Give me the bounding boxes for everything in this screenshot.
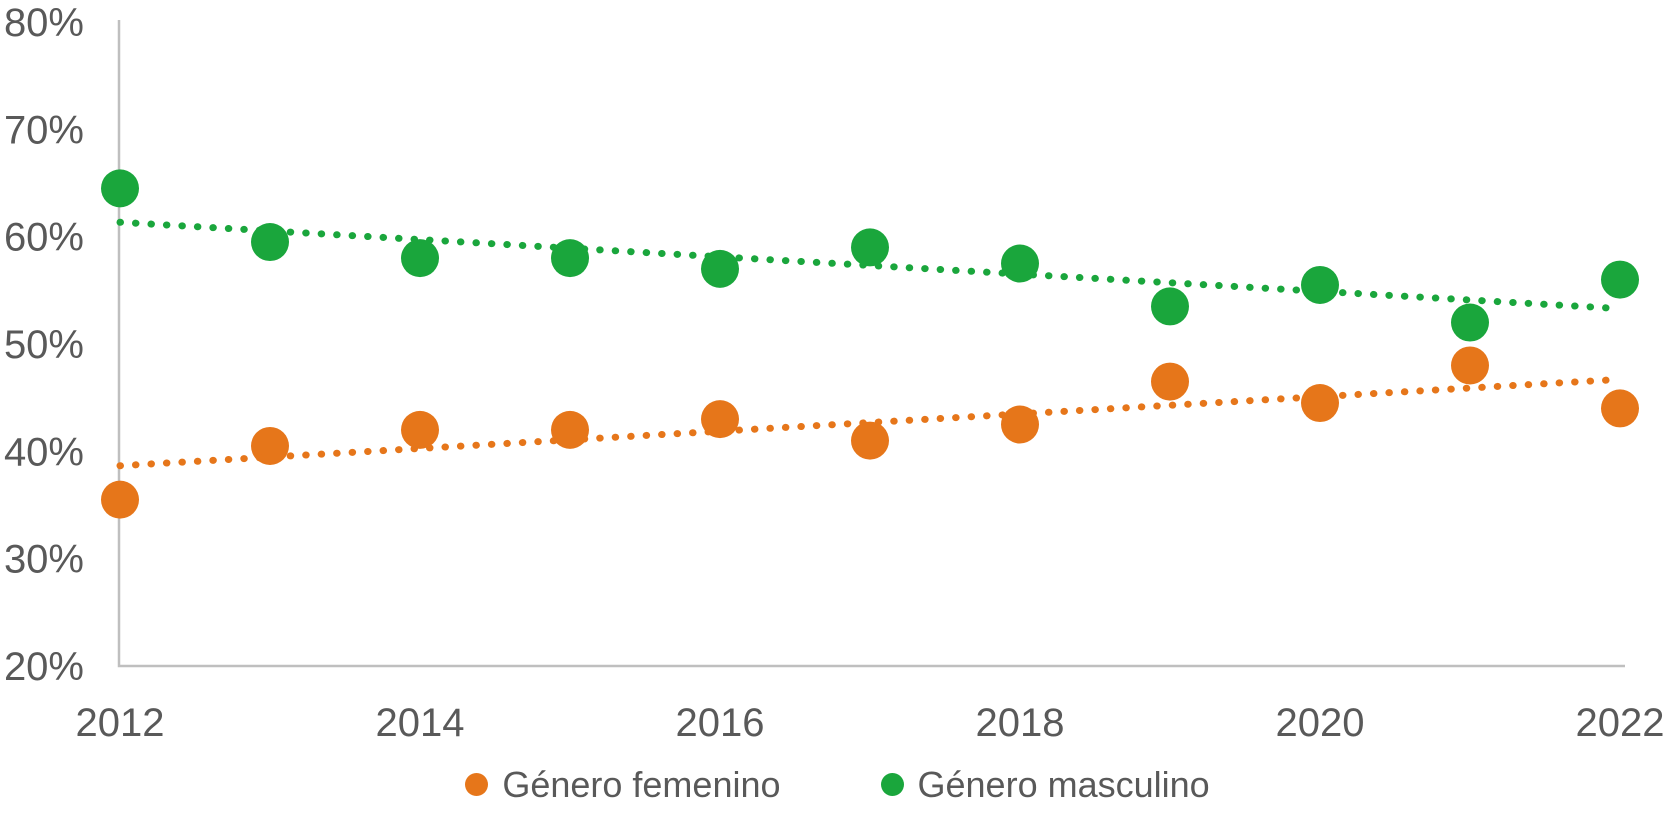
chart-legend: Género femenino Género masculino <box>0 765 1675 805</box>
data-point-femenino <box>1451 346 1489 385</box>
data-point-femenino <box>851 421 889 460</box>
trendline-masculino <box>116 218 1624 313</box>
legend-item-genero-masculino: Género masculino <box>880 764 1210 805</box>
legend-label-femenino: Género femenino <box>502 764 781 805</box>
legend-marker-circle-masculino <box>880 773 904 797</box>
data-point-masculino <box>1601 260 1639 299</box>
x-tick-label: 2014 <box>376 701 465 745</box>
data-point-femenino <box>1301 384 1339 423</box>
data-point-masculino <box>1001 244 1039 283</box>
y-tick-label: 20% <box>4 645 84 689</box>
x-tick-label: 2012 <box>76 701 165 745</box>
x-tick-label: 2022 <box>1576 701 1665 745</box>
y-tick-label: 60% <box>4 216 84 260</box>
data-point-masculino <box>1151 287 1189 326</box>
data-point-masculino <box>551 239 589 278</box>
data-point-femenino <box>1601 389 1639 428</box>
data-point-masculino <box>101 169 139 208</box>
y-tick-label: 70% <box>4 108 84 152</box>
trendline-femenino <box>116 375 1624 470</box>
plot-area: 80% 70% 60% 50% 40% 30% 20% 2012 2014 2016 2018 202… <box>4 1 1665 745</box>
data-point-femenino <box>701 400 739 439</box>
y-tick-label: 50% <box>4 323 84 367</box>
data-point-masculino <box>701 249 739 288</box>
data-point-masculino <box>1301 265 1339 304</box>
y-tick-label: 80% <box>4 1 84 45</box>
legend-item-genero-femenino: Género femenino <box>465 764 781 805</box>
data-point-femenino <box>1001 405 1039 444</box>
axis-lines <box>117 20 1625 668</box>
data-point-femenino <box>551 410 589 449</box>
y-tick-label: 30% <box>4 538 84 582</box>
data-point-masculino <box>401 239 439 278</box>
data-point-masculino <box>1451 303 1489 342</box>
x-tick-label: 2018 <box>976 701 1065 745</box>
legend-marker-circle-femenino <box>465 773 489 797</box>
legend-label-masculino: Género masculino <box>917 764 1210 805</box>
data-point-masculino <box>851 228 889 267</box>
data-point-femenino <box>101 480 139 519</box>
data-point-femenino <box>401 410 439 449</box>
x-tick-label: 2020 <box>1276 701 1365 745</box>
y-tick-label: 40% <box>4 430 84 474</box>
data-point-femenino <box>1151 362 1189 401</box>
x-tick-label: 2016 <box>676 701 765 745</box>
